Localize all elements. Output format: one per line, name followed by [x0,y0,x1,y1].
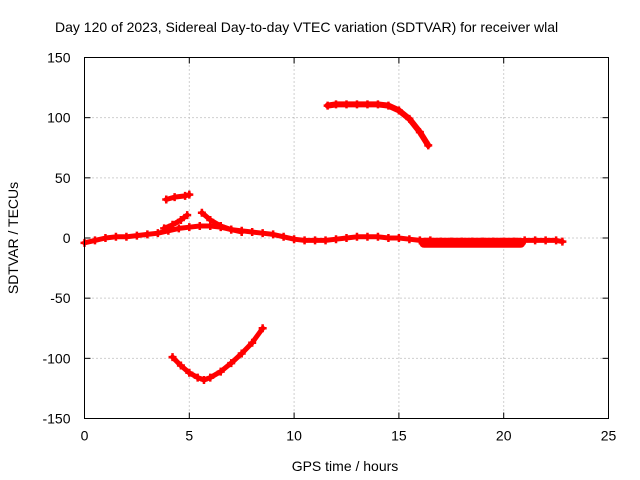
series-high-arc [324,101,432,149]
y-tick-label: -100 [42,350,70,366]
data-point [352,232,361,241]
data-point [174,224,183,233]
y-tick-label: -50 [50,290,70,306]
data-point [394,234,403,242]
data-point [227,225,236,234]
data-point [237,227,246,236]
data-point [185,190,194,199]
data-point [373,232,382,241]
data-point [352,100,361,109]
data-point [206,215,215,224]
data-point [342,234,351,242]
data-point [420,238,429,247]
data-point [323,101,332,110]
data-point [227,359,236,368]
data-point [162,195,171,204]
data-point [478,238,487,247]
data-point [258,229,267,238]
data-point [183,211,192,220]
data-point [279,232,288,241]
data-point [269,230,278,239]
data-point [342,100,351,109]
data-point [363,232,372,241]
data-point [90,236,99,245]
y-tick-label: 0 [63,230,71,246]
tick-layer: 0 5 10 15 20 25 -150 -100 -50 0 50 100 150 [42,50,616,444]
data-point [193,373,202,382]
series-layer [80,100,567,384]
data-point [457,238,466,247]
data-point [185,223,194,232]
data-point [248,227,257,236]
data-point [216,221,225,230]
data-point [206,373,215,382]
data-point [168,353,177,362]
data-point [311,236,320,245]
x-tick-label: 0 [81,428,89,444]
data-point [153,229,162,238]
x-axis-label: GPS time / hours [292,458,399,474]
data-point [197,208,206,217]
data-point [132,231,141,240]
data-point [516,238,525,247]
x-tick-label: 20 [496,428,512,444]
chart-title: Day 120 of 2023, Sidereal Day-to-day VTE… [55,19,558,35]
data-point [185,368,194,377]
data-point [195,221,204,230]
data-point [531,236,540,245]
data-point [122,232,131,241]
data-point [216,367,225,376]
data-point [170,193,179,202]
x-tick-label: 10 [286,428,302,444]
data-point [199,375,208,384]
data-point [160,224,169,233]
data-point [258,324,267,333]
data-point [168,220,177,229]
y-axis-label: SDTVAR / TECUs [5,182,21,294]
data-point [111,232,120,241]
x-tick-label: 25 [601,428,617,444]
data-point [332,235,341,244]
data-point [436,238,445,247]
data-point [321,236,330,245]
data-point [415,128,424,137]
x-tick-label: 15 [391,428,407,444]
data-point [176,361,185,370]
data-point [405,235,414,244]
data-point [143,230,152,239]
data-point [384,101,393,110]
data-point [384,234,393,242]
data-point [405,114,414,123]
x-tick-label: 5 [185,428,193,444]
data-point [373,100,382,109]
data-point [424,141,433,150]
data-point [101,234,110,242]
data-point [332,100,341,109]
y-tick-label: 50 [55,170,71,186]
y-tick-label: 150 [47,50,71,66]
data-point [499,238,508,247]
data-point [300,236,309,245]
data-point [176,215,185,224]
series-rise-near-5 [161,212,190,231]
data-point [541,236,550,245]
data-point [363,100,372,109]
data-point [394,106,403,115]
data-point [248,338,257,347]
y-tick-label: 100 [47,110,71,126]
data-point [237,349,246,358]
y-tick-label: -150 [42,411,70,427]
data-point [558,237,567,246]
data-point [290,235,299,244]
